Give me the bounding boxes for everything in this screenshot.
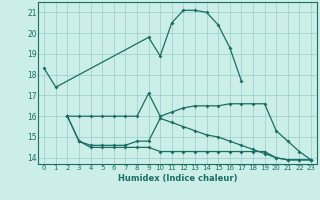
X-axis label: Humidex (Indice chaleur): Humidex (Indice chaleur) [118, 174, 237, 183]
